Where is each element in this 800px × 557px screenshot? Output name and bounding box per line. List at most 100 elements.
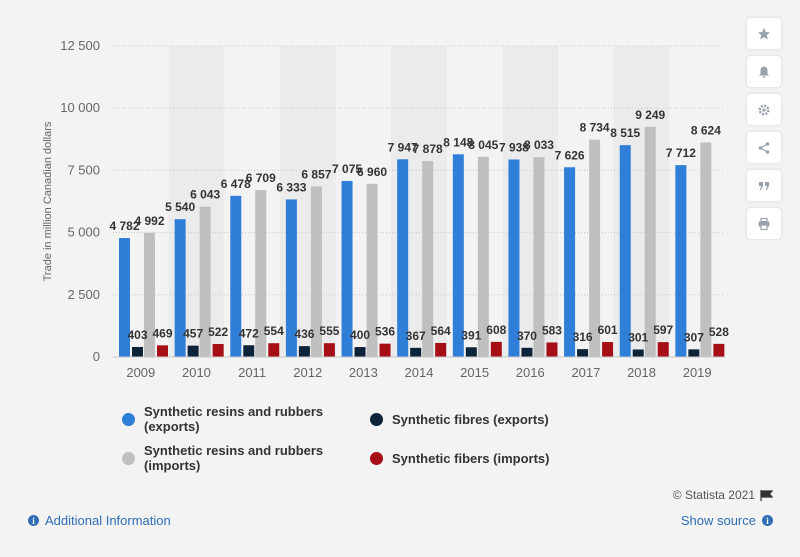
data-label: 6 857 (301, 167, 331, 181)
x-tick-label: 2010 (182, 365, 211, 380)
data-label: 400 (350, 328, 370, 342)
bar[interactable] (285, 199, 297, 357)
bar[interactable] (644, 126, 656, 357)
legend-label: Synthetic fibres (exports) (392, 411, 549, 427)
bar[interactable] (564, 167, 576, 357)
bar[interactable] (379, 343, 391, 357)
data-label: 555 (319, 324, 339, 338)
bar[interactable] (310, 186, 322, 357)
legend-item-fibers-imports[interactable]: Synthetic fibers (imports) (370, 443, 610, 473)
data-label: 6 478 (221, 177, 251, 191)
bar[interactable] (199, 206, 211, 357)
bar[interactable] (675, 165, 687, 357)
share-icon (758, 141, 770, 154)
cite-button[interactable] (747, 170, 781, 201)
x-tick-label: 2012 (293, 365, 322, 380)
additional-information-label: Additional Information (45, 513, 171, 528)
data-label: 8 624 (691, 123, 721, 137)
bar[interactable] (602, 342, 614, 357)
x-tick-label: 2009 (126, 365, 155, 380)
legend-item-resins-exports[interactable]: Synthetic resins and rubbers (exports) (122, 404, 370, 434)
settings-button[interactable] (747, 94, 781, 125)
bar[interactable] (533, 157, 545, 357)
bar[interactable] (119, 238, 130, 357)
x-tick-label: 2019 (683, 365, 712, 380)
data-label: 564 (431, 324, 451, 338)
bar[interactable] (341, 180, 353, 357)
bars (119, 126, 725, 357)
bar[interactable] (546, 342, 558, 357)
bar[interactable] (577, 349, 589, 357)
legend-marker (122, 451, 135, 465)
bar[interactable] (366, 183, 378, 357)
data-label: 436 (294, 327, 314, 341)
show-source-label: Show source (680, 513, 756, 528)
bar[interactable] (422, 160, 434, 357)
star-icon (758, 27, 770, 39)
bar[interactable] (230, 195, 242, 357)
print-button[interactable] (747, 208, 781, 239)
data-label: 7 626 (555, 148, 585, 162)
bar[interactable] (323, 343, 335, 357)
bar[interactable] (465, 347, 477, 357)
bar[interactable] (187, 345, 199, 357)
legend-label: Synthetic resins and rubbers (exports) (144, 404, 324, 434)
bar[interactable] (255, 190, 267, 357)
legend-item-resins-imports[interactable]: Synthetic resins and rubbers (imports) (122, 443, 370, 473)
data-label: 367 (406, 329, 426, 343)
favorite-button[interactable] (747, 18, 781, 49)
data-label: 469 (152, 326, 172, 340)
bar[interactable] (243, 345, 255, 357)
print-icon (758, 217, 770, 230)
bar[interactable] (268, 343, 280, 357)
legend-label: Synthetic resins and rubbers (imports) (144, 443, 324, 473)
show-source-link[interactable]: Show source i (681, 513, 773, 528)
bar[interactable] (688, 349, 700, 357)
bar[interactable] (490, 341, 502, 357)
info-icon: i (762, 515, 773, 526)
bar[interactable] (397, 159, 409, 357)
share-button[interactable] (747, 132, 781, 163)
bar[interactable] (589, 139, 601, 357)
bar[interactable] (174, 219, 186, 357)
bar[interactable] (657, 342, 669, 357)
data-label: 8 045 (468, 138, 498, 152)
copyright-text: © Statista 2021 (672, 488, 755, 502)
data-label: 597 (653, 323, 673, 337)
legend-item-fibres-exports[interactable]: Synthetic fibres (exports) (370, 404, 610, 434)
legend-label: Synthetic fibers (imports) (392, 450, 550, 466)
data-label: 554 (264, 324, 284, 338)
notification-button[interactable] (747, 56, 781, 87)
bar[interactable] (157, 345, 168, 357)
bar[interactable] (435, 342, 447, 357)
bar[interactable] (477, 156, 489, 357)
bar[interactable] (700, 142, 712, 357)
bar[interactable] (144, 232, 155, 357)
data-label: 301 (628, 331, 648, 345)
bar[interactable] (410, 347, 422, 357)
additional-information-link[interactable]: i Additional Information (28, 513, 171, 528)
bar[interactable] (354, 347, 366, 357)
bar[interactable] (632, 349, 644, 357)
info-icon: i (28, 515, 39, 526)
x-tick-label: 2014 (405, 365, 434, 380)
y-tick-label: 2 500 (67, 287, 100, 302)
bar[interactable] (452, 154, 464, 357)
bar[interactable] (619, 145, 631, 357)
bar[interactable] (508, 159, 520, 357)
data-label: 7 878 (413, 142, 443, 156)
legend: Synthetic resins and rubbers (exports) S… (122, 404, 642, 473)
data-label: 528 (709, 325, 729, 339)
bar[interactable] (298, 346, 310, 357)
bar[interactable] (132, 346, 143, 357)
y-tick-label: 12 500 (60, 38, 100, 53)
data-label: 6 960 (357, 165, 387, 179)
bar[interactable] (212, 344, 224, 357)
data-label: 316 (573, 330, 593, 344)
bar[interactable] (713, 343, 725, 357)
data-label: 7 947 (388, 140, 418, 154)
bar[interactable] (521, 347, 533, 357)
legend-marker (370, 412, 383, 426)
